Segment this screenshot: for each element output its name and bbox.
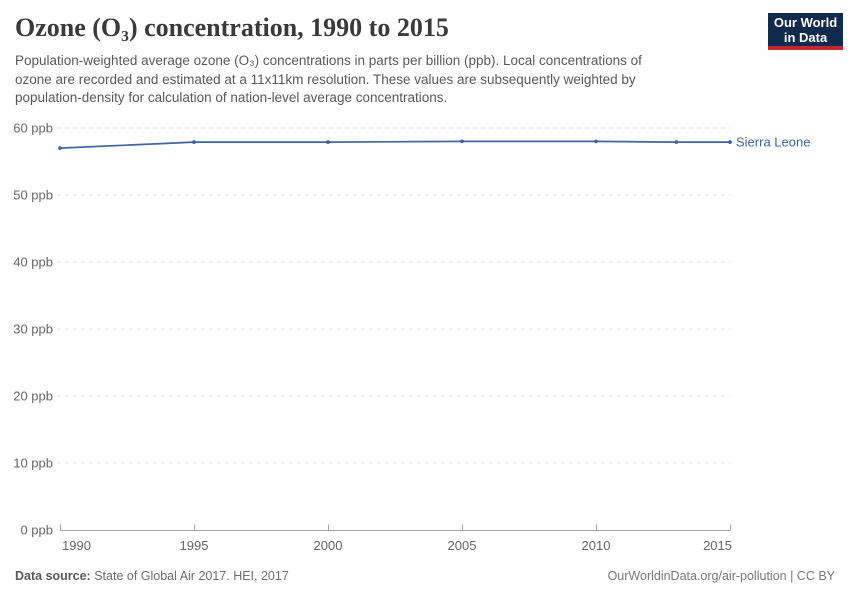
chart-subtitle: Population-weighted average ozone (O₃) c… [15, 52, 745, 108]
data-source-value: State of Global Air 2017. HEI, 2017 [94, 569, 289, 583]
data-point-marker [594, 139, 598, 144]
y-tick-label: 30 ppb [13, 322, 53, 337]
x-tick-label: 1990 [62, 538, 91, 553]
data-point-marker [326, 140, 330, 144]
subtitle-line: Population-weighted average ozone (O₃) c… [15, 53, 642, 68]
x-tick-label: 2015 [703, 538, 732, 553]
subtitle-line: ozone are recorded and estimated at a 11… [15, 71, 636, 87]
data-point-marker [460, 139, 464, 144]
y-tick-label: 20 ppb [13, 389, 53, 404]
data-point-marker [674, 140, 679, 144]
y-tick-label: 50 ppb [13, 188, 53, 203]
owid-logo[interactable]: Our World in Data [768, 13, 843, 50]
subtitle-line: population-density for calculation of na… [15, 90, 448, 105]
y-tick-label: 60 ppb [13, 121, 53, 136]
data-source-label: Data source: [15, 569, 91, 583]
x-tick-label: 1995 [180, 538, 209, 553]
data-point-marker [58, 146, 62, 151]
x-tick-label: 2005 [448, 538, 477, 553]
data-point-marker [728, 140, 732, 144]
y-tick-label: 40 ppb [13, 255, 53, 270]
owid-logo-line2: in Data [783, 30, 828, 45]
x-tick-label: 2000 [314, 538, 343, 553]
data-point-marker [192, 140, 196, 144]
page-title: Ozone (O₃) concentration, 1990 to 2015 [15, 13, 449, 42]
data-source-note: Data source: State of Global Air 2017. H… [15, 569, 289, 583]
series-label[interactable]: Sierra Leone [736, 135, 810, 150]
credit-link[interactable]: OurWorldinData.org/air-pollution | CC BY [607, 569, 835, 583]
owid-logo-line1: Our World [773, 15, 838, 30]
y-tick-label: 0 ppb [20, 523, 53, 538]
x-tick-label: 2010 [582, 538, 611, 553]
y-tick-label: 10 ppb [13, 456, 53, 471]
trend-line[interactable] [59, 140, 731, 149]
